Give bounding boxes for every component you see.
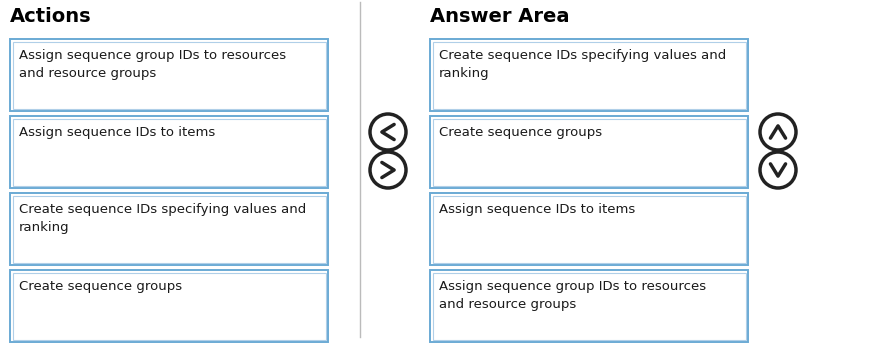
Text: Assign sequence group IDs to resources
and resource groups: Assign sequence group IDs to resources a… <box>439 280 706 311</box>
Text: Create sequence IDs specifying values and
ranking: Create sequence IDs specifying values an… <box>19 203 306 234</box>
Text: Assign sequence IDs to items: Assign sequence IDs to items <box>439 203 635 216</box>
Text: Actions: Actions <box>10 7 92 26</box>
Bar <box>433 118 746 186</box>
Bar <box>10 39 328 111</box>
Bar <box>12 272 325 339</box>
Bar <box>433 42 746 109</box>
Bar <box>12 118 325 186</box>
Bar <box>430 116 748 188</box>
Text: Create sequence IDs specifying values and
ranking: Create sequence IDs specifying values an… <box>439 49 726 80</box>
Text: Assign sequence IDs to items: Assign sequence IDs to items <box>19 126 215 139</box>
Bar <box>430 193 748 265</box>
Text: Answer Area: Answer Area <box>430 7 569 26</box>
Bar <box>12 195 325 262</box>
Bar <box>430 270 748 342</box>
Text: Create sequence groups: Create sequence groups <box>439 126 603 139</box>
Bar <box>10 116 328 188</box>
Bar <box>430 39 748 111</box>
Text: Assign sequence group IDs to resources
and resource groups: Assign sequence group IDs to resources a… <box>19 49 286 80</box>
Bar <box>433 195 746 262</box>
Bar <box>12 42 325 109</box>
Text: Create sequence groups: Create sequence groups <box>19 280 182 293</box>
Bar <box>10 270 328 342</box>
Bar <box>433 272 746 339</box>
Bar <box>10 193 328 265</box>
